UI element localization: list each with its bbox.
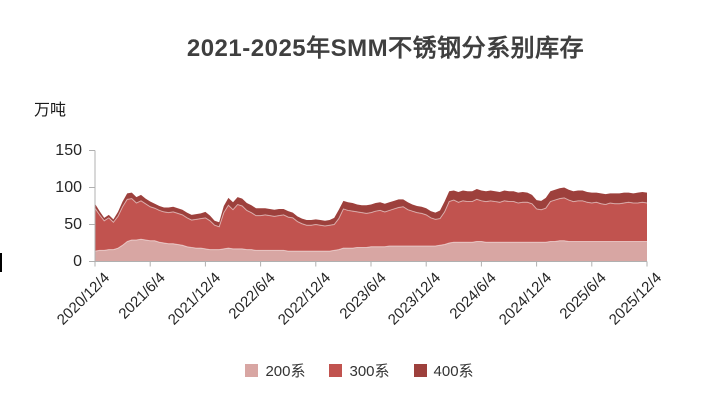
series-area-400系 xyxy=(95,187,647,227)
legend-swatch-icon xyxy=(245,364,259,377)
y-tick-label: 0 xyxy=(73,252,82,270)
edge-artifact xyxy=(0,253,2,272)
chart-title: 2021-2025年SMM不锈钢分系别库存 xyxy=(186,35,585,62)
legend-swatch-icon xyxy=(413,364,427,377)
legend-label: 300系 xyxy=(349,363,390,380)
y-axis-unit-label: 万吨 xyxy=(34,102,67,119)
legend: 200系 300系 400系 xyxy=(0,360,709,381)
y-tick-label: 50 xyxy=(64,215,82,233)
legend-item-400系[interactable]: 400系 xyxy=(413,360,474,381)
legend-label: 200系 xyxy=(265,363,306,380)
y-tick-label: 100 xyxy=(55,178,82,196)
legend-item-300系[interactable]: 300系 xyxy=(329,360,390,381)
series-boundary-line xyxy=(94,238,647,252)
legend-item-200系[interactable]: 200系 xyxy=(245,360,305,381)
legend-swatch-icon xyxy=(329,364,343,377)
series-area-200系 xyxy=(95,239,647,262)
legend-label: 400系 xyxy=(433,363,474,380)
y-tick-label: 150 xyxy=(55,141,82,159)
series-area-300系 xyxy=(95,197,647,252)
series-boundary-line xyxy=(94,197,648,228)
